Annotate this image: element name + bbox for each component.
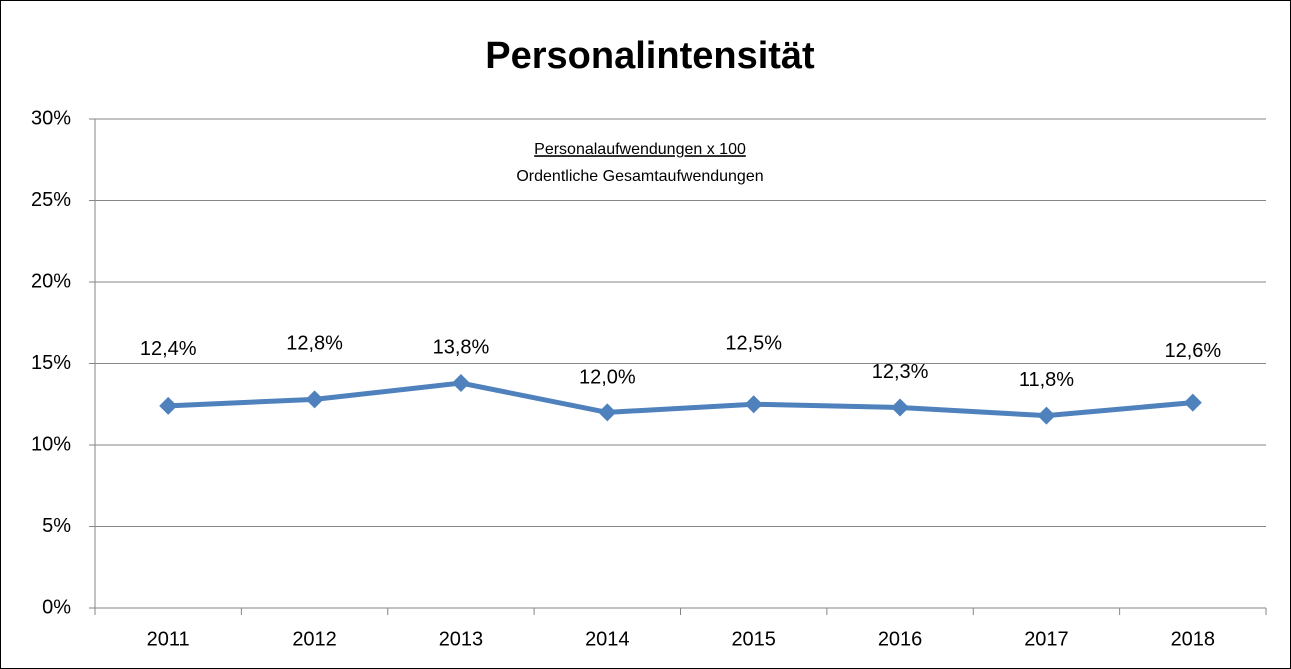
formula-numerator: Personalaufwendungen x 100 bbox=[534, 141, 746, 158]
x-tick-label: 2017 bbox=[1024, 628, 1069, 650]
y-tick-label: 15% bbox=[31, 352, 71, 374]
marker bbox=[1037, 406, 1056, 425]
x-tick-label: 2016 bbox=[878, 628, 923, 650]
value-label: 12,4% bbox=[140, 338, 197, 360]
marker bbox=[159, 396, 178, 415]
marker bbox=[305, 390, 324, 409]
value-label: 13,8% bbox=[433, 336, 490, 358]
value-label: 12,3% bbox=[872, 361, 929, 383]
y-tick-label: 30% bbox=[31, 107, 71, 129]
value-label: 12,6% bbox=[1164, 340, 1221, 362]
marker bbox=[891, 398, 910, 417]
x-tick-label: 2018 bbox=[1171, 628, 1216, 650]
formula-denominator: Ordentliche Gesamtaufwendungen bbox=[516, 168, 763, 185]
x-tick-label: 2015 bbox=[731, 628, 776, 650]
value-label: 12,5% bbox=[725, 333, 782, 355]
y-tick-label: 0% bbox=[42, 596, 71, 618]
x-tick-label: 2011 bbox=[147, 628, 190, 650]
marker bbox=[451, 374, 470, 393]
marker bbox=[744, 395, 763, 414]
y-tick-label: 20% bbox=[31, 270, 71, 292]
y-tick-label: 5% bbox=[42, 515, 71, 537]
x-tick-label: 2014 bbox=[585, 628, 630, 650]
y-tick-label: 10% bbox=[31, 433, 71, 455]
y-tick-label: 25% bbox=[31, 189, 71, 211]
value-label: 12,8% bbox=[286, 333, 343, 355]
marker bbox=[1183, 393, 1202, 412]
value-label: 11,8% bbox=[1019, 369, 1074, 391]
x-tick-label: 2012 bbox=[292, 628, 337, 650]
chart-title: Personalintensität bbox=[485, 35, 815, 77]
x-tick-label: 2013 bbox=[439, 628, 484, 650]
value-label: 12,0% bbox=[579, 367, 636, 389]
line bbox=[168, 380, 1194, 419]
marker bbox=[598, 403, 617, 422]
